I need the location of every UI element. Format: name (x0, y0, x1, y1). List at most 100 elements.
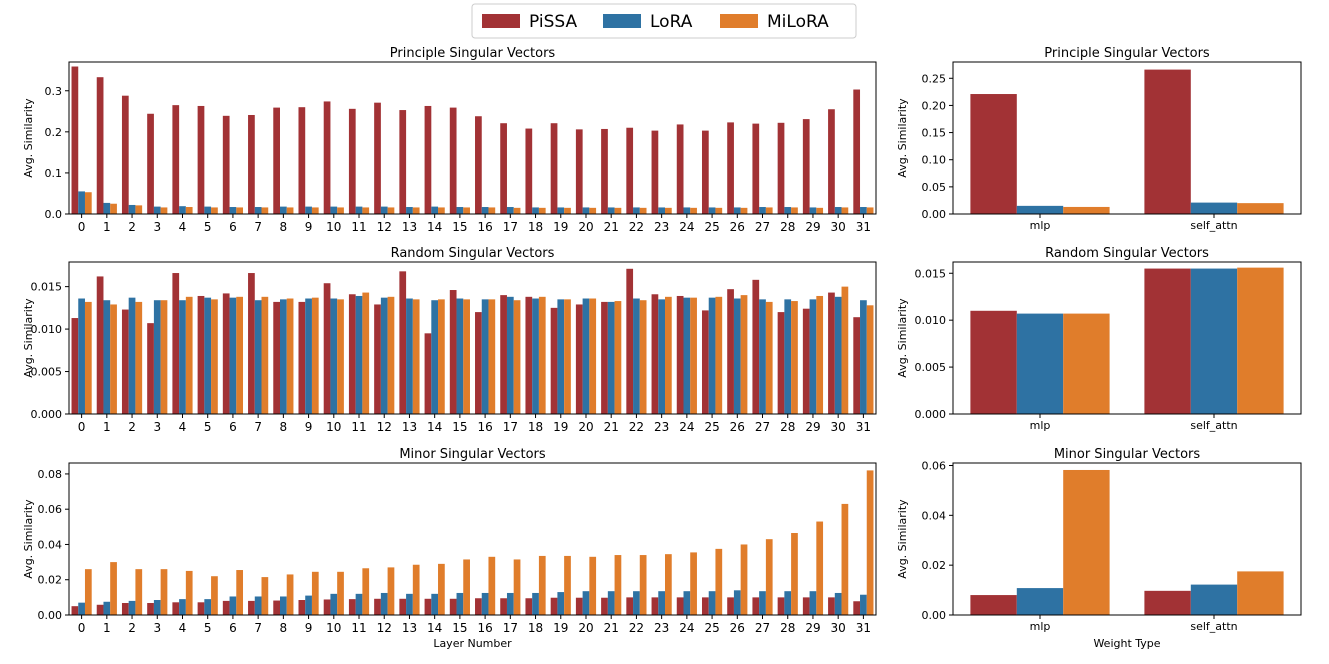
x-tick-label: 4 (179, 621, 187, 635)
bar-milora-1 (110, 203, 117, 214)
x-tick-label: 13 (402, 420, 417, 434)
x-tick-label: 14 (427, 621, 442, 635)
bar-pissa-18 (525, 296, 533, 414)
bar-lora-12 (380, 297, 388, 414)
x-tick-label: 11 (351, 621, 366, 635)
bar-milora-4 (185, 296, 193, 414)
bar-lora-17 (506, 592, 514, 615)
bar-milora-mlp (1063, 313, 1110, 414)
bar-lora-8 (280, 596, 287, 615)
bar-pissa-4 (172, 273, 180, 414)
bar-pissa-13 (399, 271, 407, 414)
x-tick-label: 31 (856, 220, 871, 234)
bar-milora-5 (211, 576, 218, 615)
bar-lora-21 (607, 301, 615, 414)
bar-milora-19 (564, 207, 571, 214)
bar-pissa-18 (525, 128, 533, 214)
bar-lora-1 (103, 300, 111, 414)
x-tick-label: 14 (427, 420, 442, 434)
x-tick-label: self_attn (1190, 419, 1237, 432)
axes-frame (952, 261, 1302, 415)
bar-milora-1 (110, 562, 117, 615)
bar-milora-12 (387, 567, 395, 615)
bar-lora-4 (179, 300, 186, 414)
bar-milora-11 (362, 568, 370, 615)
bar-milora-21 (614, 207, 622, 214)
x-tick-label: 4 (179, 420, 187, 434)
y-tick-label: 0.02 (38, 574, 63, 587)
bar-lora-24 (683, 207, 691, 214)
bar-pissa-31 (853, 317, 861, 414)
y-axis-label: Avg. Similarity (22, 499, 35, 579)
bar-pissa-24 (676, 124, 684, 214)
bar-milora-16 (488, 207, 496, 214)
bar-pissa-9 (298, 301, 306, 414)
bar-pissa-17 (500, 123, 507, 214)
bar-pissa-3 (147, 323, 154, 414)
bar-milora-8 (286, 207, 294, 214)
x-tick-label: 31 (856, 621, 871, 635)
x-tick-label: 9 (305, 621, 313, 635)
x-tick-label: 7 (254, 220, 262, 234)
bar-milora-7 (261, 207, 269, 214)
bar-lora-17 (506, 207, 514, 214)
bar-pissa-19 (550, 597, 558, 615)
bar-milora-14 (438, 563, 445, 615)
bar-milora-20 (589, 207, 597, 214)
chart-layer-principle: 0.00.10.20.30 1 2 3 4 5 6 7 8 9 10 11 12 13 14 15 16 17 18… (22, 46, 877, 234)
bar-milora-25 (715, 296, 723, 414)
bar-pissa-5 (197, 295, 205, 414)
bar-lora-12 (380, 206, 388, 214)
bar-pissa-17 (500, 295, 507, 414)
bar-lora-15 (456, 207, 464, 214)
bar-pissa-15 (449, 290, 457, 414)
x-tick-label: 17 (503, 220, 518, 234)
bar-milora-0 (84, 301, 92, 414)
y-tick-label: 0.000 (915, 408, 947, 421)
bar-pissa-8 (273, 600, 280, 615)
y-tick-label: 0.1 (45, 167, 63, 180)
bar-pissa-7 (248, 114, 255, 214)
bar-milora-22 (639, 555, 647, 615)
legend-swatch-lora (603, 14, 641, 28)
x-tick-label: 15 (452, 621, 467, 635)
bar-milora-17 (513, 207, 521, 214)
bar-pissa-15 (449, 107, 457, 214)
x-axis-label: Weight Type (1093, 637, 1160, 650)
bar-milora-26 (740, 544, 748, 615)
bar-milora-7 (261, 577, 269, 615)
bar-pissa-17 (500, 598, 507, 615)
y-tick-label: 0.005 (31, 366, 63, 379)
bar-lora-13 (406, 593, 413, 615)
bar-lora-17 (506, 296, 514, 414)
bar-lora-3 (153, 300, 161, 414)
bar-pissa-27 (752, 597, 760, 615)
x-tick-label: 18 (528, 621, 543, 635)
y-tick-label: 0.25 (922, 72, 947, 85)
bar-pissa-10 (323, 101, 331, 214)
y-tick-label: 0.06 (38, 503, 63, 516)
bar-milora-14 (438, 207, 445, 214)
x-tick-label: 29 (805, 420, 820, 434)
bar-milora-30 (841, 207, 849, 214)
x-tick-label: 1 (103, 621, 111, 635)
bar-milora-9 (311, 297, 319, 414)
bar-lora-29 (809, 207, 817, 214)
x-tick-label: 26 (730, 621, 745, 635)
bar-lora-11 (355, 593, 363, 615)
bar-pissa-28 (777, 597, 785, 615)
bar-lora-1 (103, 601, 111, 615)
legend-label-lora: LoRA (650, 12, 693, 32)
chart-title: Minor Singular Vectors (1054, 447, 1201, 462)
bar-lora-14 (431, 300, 439, 414)
x-tick-label: 12 (377, 420, 392, 434)
y-axis-label: Avg. Similarity (896, 98, 909, 178)
axes-frame (952, 61, 1302, 215)
bar-lora-31 (860, 207, 867, 214)
bar-milora-6 (236, 570, 244, 615)
x-tick-label: 20 (578, 621, 593, 635)
bar-lora-28 (784, 299, 792, 414)
bar-pissa-25 (701, 130, 709, 214)
bar-lora-19 (557, 299, 565, 414)
bar-pissa-3 (147, 603, 154, 615)
